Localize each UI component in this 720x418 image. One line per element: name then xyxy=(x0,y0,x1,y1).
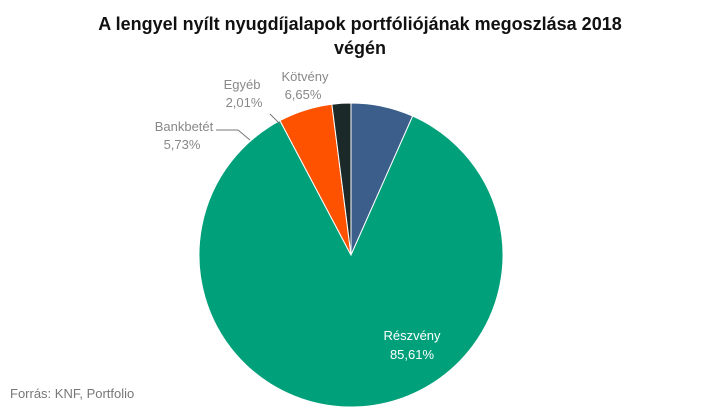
slice-label-kotveny-value: 6,65% xyxy=(285,87,322,102)
leader-line-egyeb xyxy=(269,113,281,125)
pie-slice-reszveny xyxy=(198,115,504,408)
slice-label-reszveny-name: Részvény xyxy=(383,328,441,343)
chart-title-line-1: A lengyel nyílt nyugdíjalapok portfóliój… xyxy=(98,14,622,34)
slice-label-bankbetet-name: Bankbetét xyxy=(155,119,214,134)
leader-line-bankbetet xyxy=(216,129,251,141)
chart-title: A lengyel nyílt nyugdíjalapok portfóliój… xyxy=(60,12,660,60)
chart-title-line-2: végén xyxy=(333,38,387,58)
slice-label-egyeb-name: Egyéb xyxy=(224,77,261,92)
slice-label-bankbetet-value: 5,73% xyxy=(164,137,201,152)
source-note: Forrás: KNF, Portfolio xyxy=(10,386,135,401)
pie-slice-egyeb xyxy=(331,102,352,256)
slice-label-reszveny-value: 85,61% xyxy=(390,347,435,362)
slice-label-kotveny-name: Kötvény xyxy=(282,69,329,84)
slice-label-egyeb-value: 2,01% xyxy=(226,95,263,110)
